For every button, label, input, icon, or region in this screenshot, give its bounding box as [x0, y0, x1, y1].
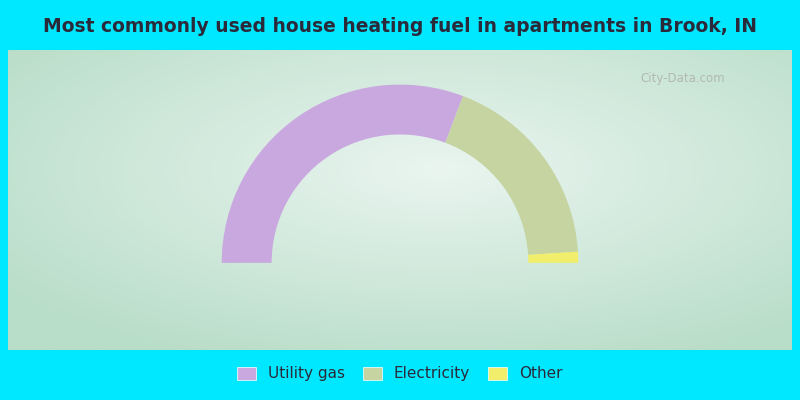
- Text: Most commonly used house heating fuel in apartments in Brook, IN: Most commonly used house heating fuel in…: [43, 18, 757, 36]
- Wedge shape: [446, 96, 578, 255]
- Wedge shape: [528, 252, 578, 263]
- Legend: Utility gas, Electricity, Other: Utility gas, Electricity, Other: [231, 360, 569, 388]
- Text: City-Data.com: City-Data.com: [640, 72, 725, 85]
- Wedge shape: [222, 84, 463, 263]
